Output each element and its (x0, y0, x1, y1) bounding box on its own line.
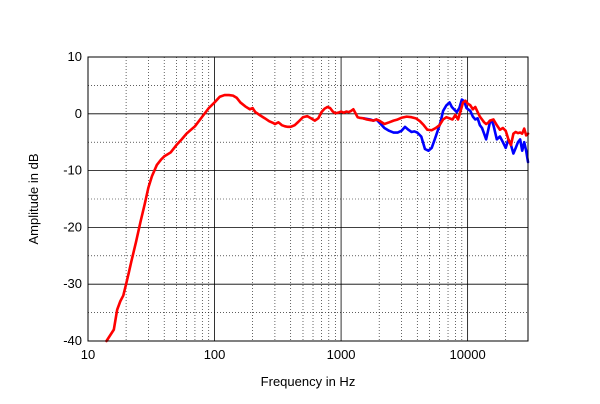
y-tick-label: 10 (68, 49, 82, 64)
y-axis-label: Amplitude in dB (26, 153, 41, 244)
y-tick-label: -10 (63, 163, 82, 178)
x-tick-label: 10000 (450, 347, 486, 362)
y-tick-label: 0 (75, 106, 82, 121)
plot-frame (87, 56, 529, 342)
y-tick-label: -20 (63, 219, 82, 234)
x-tick-label: 10 (81, 347, 95, 362)
y-tick-label: -30 (63, 276, 82, 291)
series-layer (105, 93, 530, 343)
x-tick-label: 100 (204, 347, 226, 362)
x-tick-labels: 10 100 1000 10000 (81, 347, 486, 362)
y-tick-labels: 10 0 -10 -20 -30 -40 (63, 49, 82, 348)
y-tick-label: -40 (63, 333, 82, 348)
series-line-1 (362, 98, 530, 164)
x-tick-label: 1000 (327, 347, 356, 362)
x-axis-label: Frequency in Hz (261, 374, 356, 389)
series-line-2 (105, 93, 530, 343)
